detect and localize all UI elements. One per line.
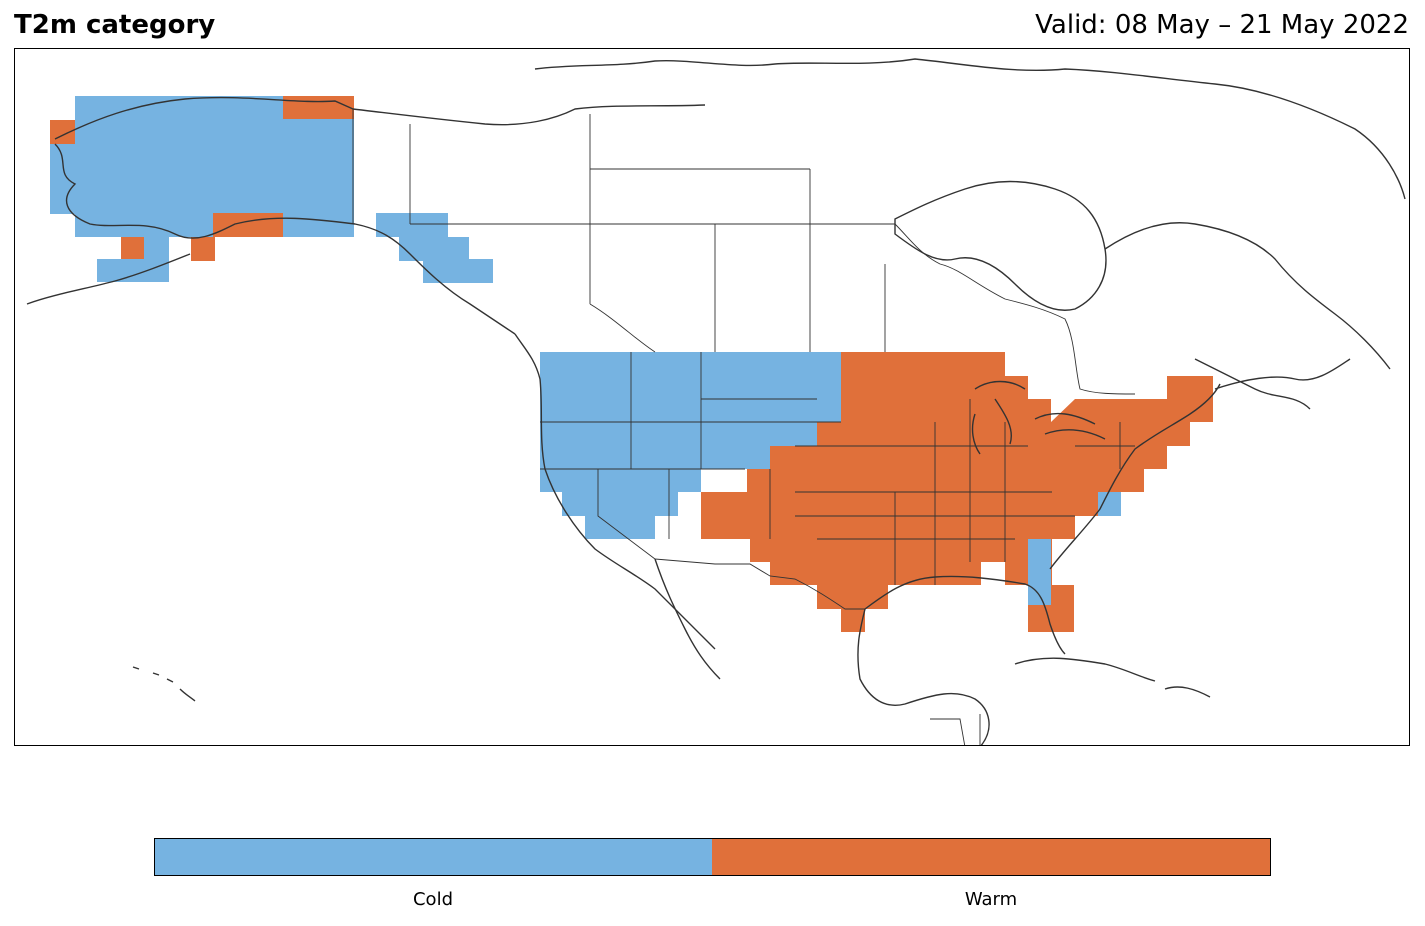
us-states-lines [540, 352, 1135, 585]
us-canada-border [352, 109, 1136, 395]
canada-provinces [589, 114, 886, 353]
map-canvas [26, 58, 1406, 745]
us-east-coast [1049, 358, 1351, 570]
colorbar [154, 838, 1271, 876]
coastlines [26, 58, 1406, 745]
warm-cell-alaska-ne [283, 96, 354, 120]
category-grid [50, 96, 493, 283]
cuba [1014, 657, 1156, 682]
warm-cell-alaska-pen [121, 237, 144, 259]
east-canada-coast [1104, 222, 1391, 410]
hawaii [132, 666, 196, 702]
great-lakes [971, 380, 1106, 455]
hudson-bay [894, 180, 1107, 311]
colorbar-cold-segment [155, 839, 712, 875]
canada-arctic-coast [352, 58, 1406, 200]
cold-cell-alaska-s [97, 259, 169, 282]
gulf-coast-us [864, 575, 1066, 655]
alaska-coast [26, 96, 516, 335]
map-panel[interactable] [14, 48, 1410, 746]
baja [654, 558, 721, 680]
us-west-coast [514, 333, 716, 650]
us-mexico-border [654, 558, 865, 610]
cold-cell-panhandle-3 [423, 259, 493, 283]
borders [352, 109, 1136, 745]
valid-period: Valid: 08 May – 21 May 2022 [1035, 10, 1409, 40]
colorbar-label-warm: Warm [964, 889, 1018, 910]
colorbar-warm-segment [712, 839, 1270, 875]
warm-cell-alaska-w [50, 120, 75, 144]
central-america [930, 714, 981, 745]
cold-cell-panhandle [376, 213, 448, 237]
warm-cell-alaska-kenai [213, 213, 283, 237]
cold-cell-panhandle-2 [399, 237, 469, 261]
warm-cell-alaska-c [191, 237, 215, 261]
hispaniola [1164, 686, 1211, 698]
colorbar-label-cold: Cold [412, 889, 454, 910]
cold-cell-alaska-east [283, 119, 354, 237]
cold-cell-alaska-w [50, 144, 75, 214]
mexico-gulf-coast [857, 608, 990, 745]
cold-cell-carolina [1098, 492, 1121, 516]
map-title: T2m category [14, 10, 216, 40]
